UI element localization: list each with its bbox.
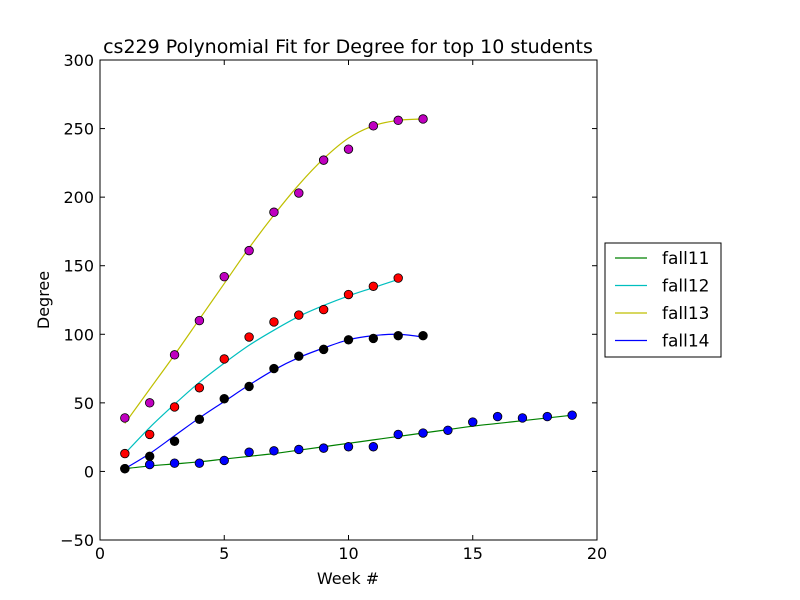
data-point-fall13 [219, 271, 229, 282]
data-point-fall11 [169, 458, 180, 468]
data-point-fall13 [294, 188, 304, 198]
data-point-fall12 [368, 281, 379, 291]
data-point-fall11 [194, 458, 205, 468]
y-axis-ticks: −50 0 50 100 150 200 250 300 [60, 51, 597, 550]
data-point-fall14 [144, 451, 155, 462]
x-tick-label: 10 [338, 544, 358, 563]
data-point-fall11 [393, 429, 403, 440]
legend-label-fall12: fall12 [662, 277, 709, 297]
data-point-fall13 [194, 315, 205, 326]
data-point-fall14 [318, 344, 329, 355]
data-point-fall14 [219, 394, 229, 404]
data-point-fall14 [343, 335, 354, 345]
x-axis-label: Week # [317, 569, 379, 588]
data-point-fall12 [169, 402, 180, 412]
x-tick-label: 5 [219, 544, 229, 563]
data-point-fall11 [542, 411, 553, 422]
y-tick-label: 0 [84, 462, 94, 481]
data-point-fall14 [294, 351, 304, 361]
data-point-fall11 [443, 425, 453, 435]
x-tick-label: 20 [587, 544, 607, 563]
y-tick-label: 200 [63, 188, 94, 207]
data-point-fall12 [144, 429, 155, 440]
data-point-fall11 [418, 428, 428, 438]
data-point-fall13 [368, 121, 379, 131]
data-point-fall13 [169, 350, 180, 360]
data-point-fall13 [318, 155, 329, 165]
legend-label-fall13: fall13 [662, 304, 709, 324]
x-tick-label: 0 [95, 544, 105, 563]
data-point-fall11 [294, 444, 304, 455]
data-point-fall12 [343, 289, 354, 300]
data-point-fall14 [194, 414, 205, 425]
legend-label-fall14: fall14 [662, 332, 709, 352]
x-tick-label: 15 [463, 544, 483, 563]
data-point-fall11 [244, 447, 254, 457]
data-point-fall11 [318, 443, 329, 453]
y-tick-label: 100 [63, 325, 94, 344]
data-point-fall11 [368, 442, 379, 452]
data-point-fall12 [269, 317, 279, 327]
data-point-fall11 [269, 446, 279, 456]
y-tick-label: 150 [63, 257, 94, 276]
chart-title: cs229 Polynomial Fit for Degree for top … [103, 36, 593, 58]
data-point-fall14 [169, 436, 180, 446]
data-point-fall14 [393, 330, 403, 341]
data-point-fall13 [393, 115, 403, 126]
data-point-fall11 [517, 413, 528, 423]
y-tick-label: 250 [63, 120, 94, 139]
data-point-fall14 [120, 463, 130, 474]
y-axis-label: Degree [34, 271, 53, 329]
data-point-fall13 [120, 413, 130, 423]
legend-box [604, 242, 722, 358]
y-tick-label: 300 [63, 51, 94, 70]
data-point-fall11 [343, 442, 354, 452]
data-point-fall11 [468, 417, 478, 427]
plot-background [100, 60, 597, 540]
data-point-fall12 [194, 383, 205, 393]
x-axis-ticks: 0 5 10 15 20 [95, 60, 607, 563]
data-point-fall14 [418, 330, 428, 341]
data-point-fall11 [567, 410, 577, 420]
data-point-fall12 [318, 304, 329, 315]
data-point-fall11 [492, 411, 503, 422]
data-point-fall13 [144, 398, 155, 408]
data-point-fall12 [393, 273, 403, 283]
data-point-fall12 [120, 448, 130, 459]
data-point-fall13 [269, 207, 279, 217]
y-tick-label: −50 [60, 531, 94, 550]
data-point-fall14 [269, 363, 279, 374]
legend-label-fall11: fall11 [662, 249, 709, 269]
legend: fall11 fall12 fall13 fall14 [604, 242, 722, 358]
data-point-fall12 [244, 332, 254, 342]
markers [120, 114, 577, 474]
data-point-fall13 [343, 144, 354, 154]
data-point-fall12 [294, 310, 304, 320]
data-point-fall14 [244, 381, 254, 392]
data-point-fall11 [219, 455, 229, 466]
data-point-fall12 [219, 354, 229, 364]
data-point-fall14 [368, 333, 379, 344]
data-point-fall13 [418, 114, 428, 124]
data-point-fall11 [144, 459, 155, 470]
y-tick-label: 50 [74, 394, 94, 413]
data-point-fall13 [244, 245, 254, 256]
